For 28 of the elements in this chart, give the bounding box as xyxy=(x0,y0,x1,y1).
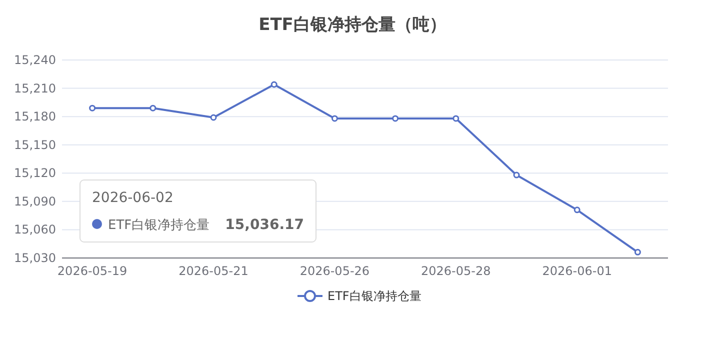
x-tick-label: 2026-05-28 xyxy=(421,264,491,278)
chart-title: ETF白银净持仓量（吨） xyxy=(258,15,446,35)
y-tick-label: 15,150 xyxy=(14,138,56,152)
x-tick-label: 2026-05-21 xyxy=(178,264,248,278)
x-tick-label: 2026-05-19 xyxy=(57,264,128,278)
point xyxy=(150,104,156,112)
point xyxy=(513,172,520,178)
point xyxy=(574,206,580,214)
point xyxy=(89,104,96,112)
y-tick-label: 15,180 xyxy=(14,110,56,124)
text: ETF白银净持仓量 xyxy=(328,289,422,303)
point xyxy=(452,115,460,122)
y-tick-label: 15,030 xyxy=(14,251,56,265)
x-tick-label: 2026-05-26 xyxy=(300,264,370,278)
y-tick-label: 15,210 xyxy=(14,81,56,96)
y-tick-label: 15,240 xyxy=(14,53,56,67)
point xyxy=(270,81,278,88)
point xyxy=(392,115,399,122)
y-tick-label: 15,060 xyxy=(14,222,56,237)
legend-label: ETF白银净持仓量 xyxy=(108,218,210,233)
point xyxy=(634,248,641,256)
annotation: 15,036.17 xyxy=(225,217,304,233)
x-tick-label: 2026-06-01 xyxy=(542,264,612,278)
y-tick-label: 15,120 xyxy=(14,166,56,180)
annotation: 2026-06-02 xyxy=(92,190,174,206)
point xyxy=(331,115,338,122)
point xyxy=(210,114,217,121)
y-tick-label: 15,090 xyxy=(14,194,56,208)
